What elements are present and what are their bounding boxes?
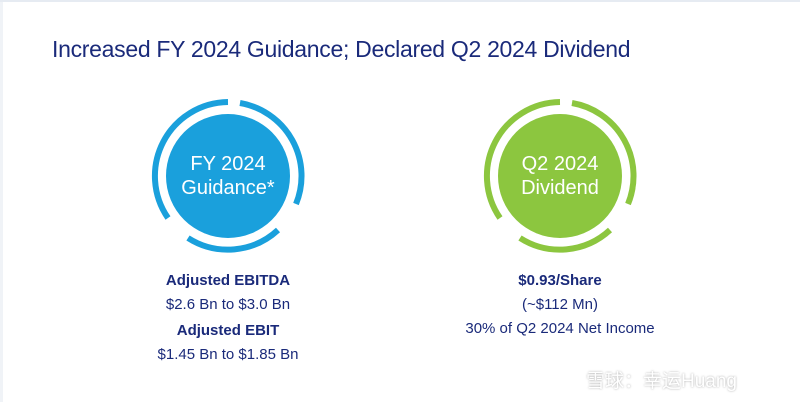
dividend-payout: 30% of Q2 2024 Net Income [465, 320, 655, 337]
dividend-details: $0.93/Share (~$112 Mn) 30% of Q2 2024 Ne… [440, 270, 680, 342]
dividend-ring-icon [483, 99, 637, 253]
left-edge-rule [0, 2, 3, 402]
watermark: 雪球：幸运Huang [556, 366, 737, 392]
guidance-details: Adjusted EBITDA $2.6 Bn to $3.0 Bn Adjus… [128, 270, 328, 368]
ebitda-range: $2.6 Bn to $3.0 Bn [165, 296, 291, 313]
guidance-badge-text: FY 2024 Guidance* [148, 96, 308, 256]
snowball-logo-icon [557, 368, 579, 390]
watermark-text: 雪球：幸运Huang [586, 370, 737, 392]
dividend-per-share: $0.93/Share [518, 272, 602, 289]
dividend-badge-line2: Dividend [521, 177, 599, 199]
dividend-total: (~$112 Mn) [521, 296, 598, 313]
guidance-ring-icon [151, 99, 305, 253]
dividend-badge-line1: Q2 2024 [521, 153, 599, 175]
slide-title: Increased FY 2024 Guidance; Declared Q2 … [52, 36, 631, 62]
top-edge-line [0, 0, 800, 2]
guidance-badge-line1: FY 2024 [190, 153, 266, 175]
ebitda-label: Adjusted EBITDA [165, 272, 291, 289]
ebit-range: $1.45 Bn to $1.85 Bn [157, 346, 299, 363]
guidance-badge-line2: Guidance* [181, 177, 275, 199]
dividend-badge-text: Q2 2024 Dividend [480, 96, 640, 256]
guidance-badge: FY 2024 Guidance* [148, 96, 308, 256]
dividend-badge: Q2 2024 Dividend [480, 96, 640, 256]
ebit-label: Adjusted EBIT [176, 322, 280, 339]
